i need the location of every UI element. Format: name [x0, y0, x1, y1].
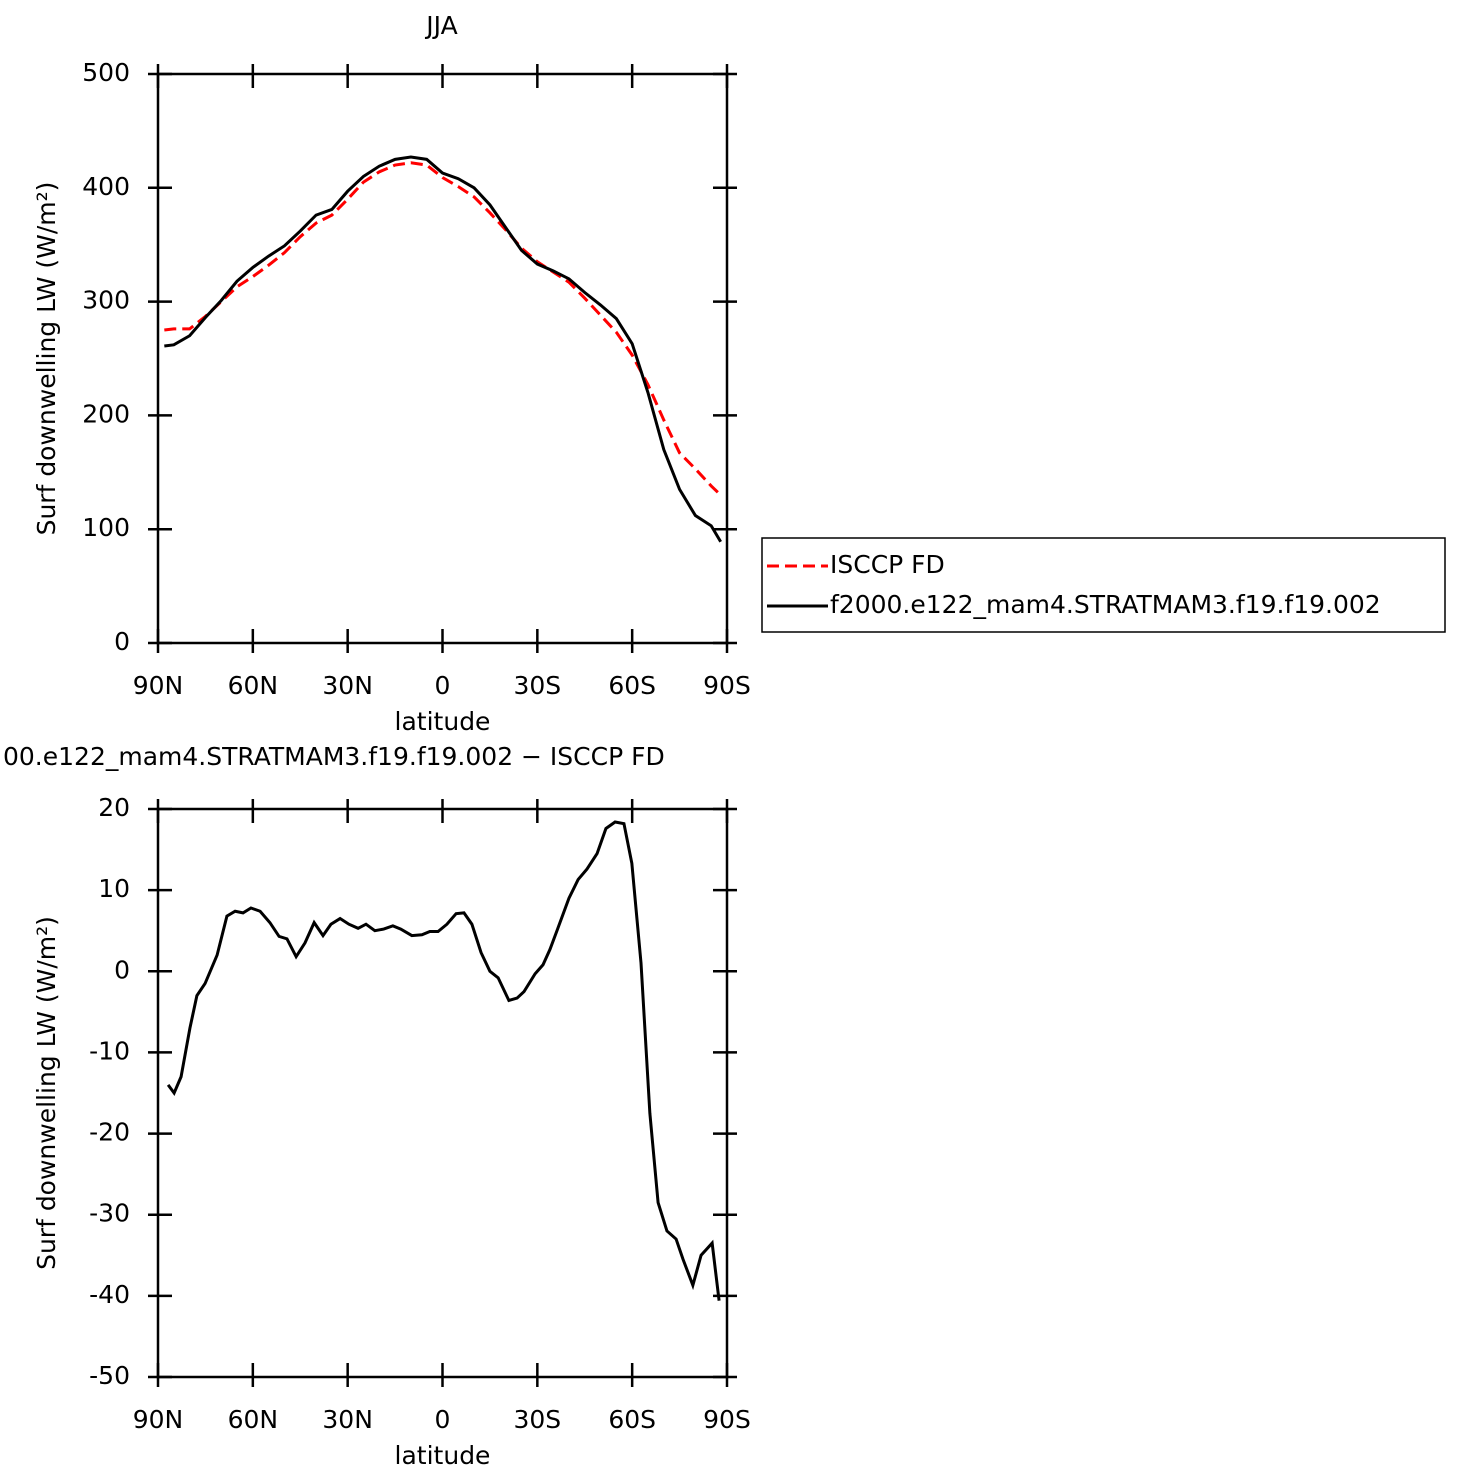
y-tick-label: 400 [82, 172, 130, 201]
y-tick-label: -40 [89, 1280, 130, 1309]
data-line [164, 161, 722, 497]
y-tick-label: -30 [89, 1199, 130, 1228]
x-tick-label: 90S [703, 1405, 751, 1434]
x-tick-label: 60N [228, 671, 279, 700]
legend-box [761, 537, 1446, 633]
y-tick-label: 500 [82, 58, 130, 87]
legend-label: f2000.e122_mam4.STRATMAM3.f19.f19.002 [830, 590, 1381, 619]
x-tick-label: 60S [608, 671, 656, 700]
plot-frame [156, 72, 729, 645]
x-tick-label: 0 [435, 671, 451, 700]
data-line [166, 820, 721, 1301]
x-tick-label: 30N [322, 671, 373, 700]
y-tick-label: 20 [98, 793, 130, 822]
y-tick-label: -50 [89, 1361, 130, 1390]
x-tick-label: 30S [513, 1405, 561, 1434]
chart-title: 00.e122_mam4.STRATMAM3.f19.f19.002 − ISC… [3, 742, 665, 771]
y-tick-label: 0 [114, 955, 130, 984]
x-axis-label: latitude [395, 1441, 491, 1470]
x-tick-label: 60N [228, 1405, 279, 1434]
y-tick-label: 0 [114, 627, 130, 656]
y-axis-label: Surf downwelling LW (W/m²) [32, 182, 61, 536]
data-line [164, 155, 722, 543]
x-tick-label: 0 [435, 1405, 451, 1434]
y-tick-label: 100 [82, 513, 130, 542]
y-axis-label: Surf downwelling LW (W/m²) [32, 916, 61, 1270]
legend-label: ISCCP FD [830, 550, 945, 579]
x-tick-label: 30N [322, 1405, 373, 1434]
x-tick-label: 30S [513, 671, 561, 700]
y-tick-label: -10 [89, 1036, 130, 1065]
x-tick-label: 60S [608, 1405, 656, 1434]
x-tick-label: 90S [703, 671, 751, 700]
y-tick-label: 200 [82, 399, 130, 428]
y-tick-label: 10 [98, 874, 130, 903]
plot-frame [156, 807, 729, 1379]
chart-title: JJA [424, 11, 457, 40]
y-tick-label: 300 [82, 286, 130, 315]
x-tick-label: 90N [133, 671, 184, 700]
x-tick-label: 90N [133, 1405, 184, 1434]
y-tick-label: -20 [89, 1118, 130, 1147]
x-axis-label: latitude [395, 707, 491, 736]
